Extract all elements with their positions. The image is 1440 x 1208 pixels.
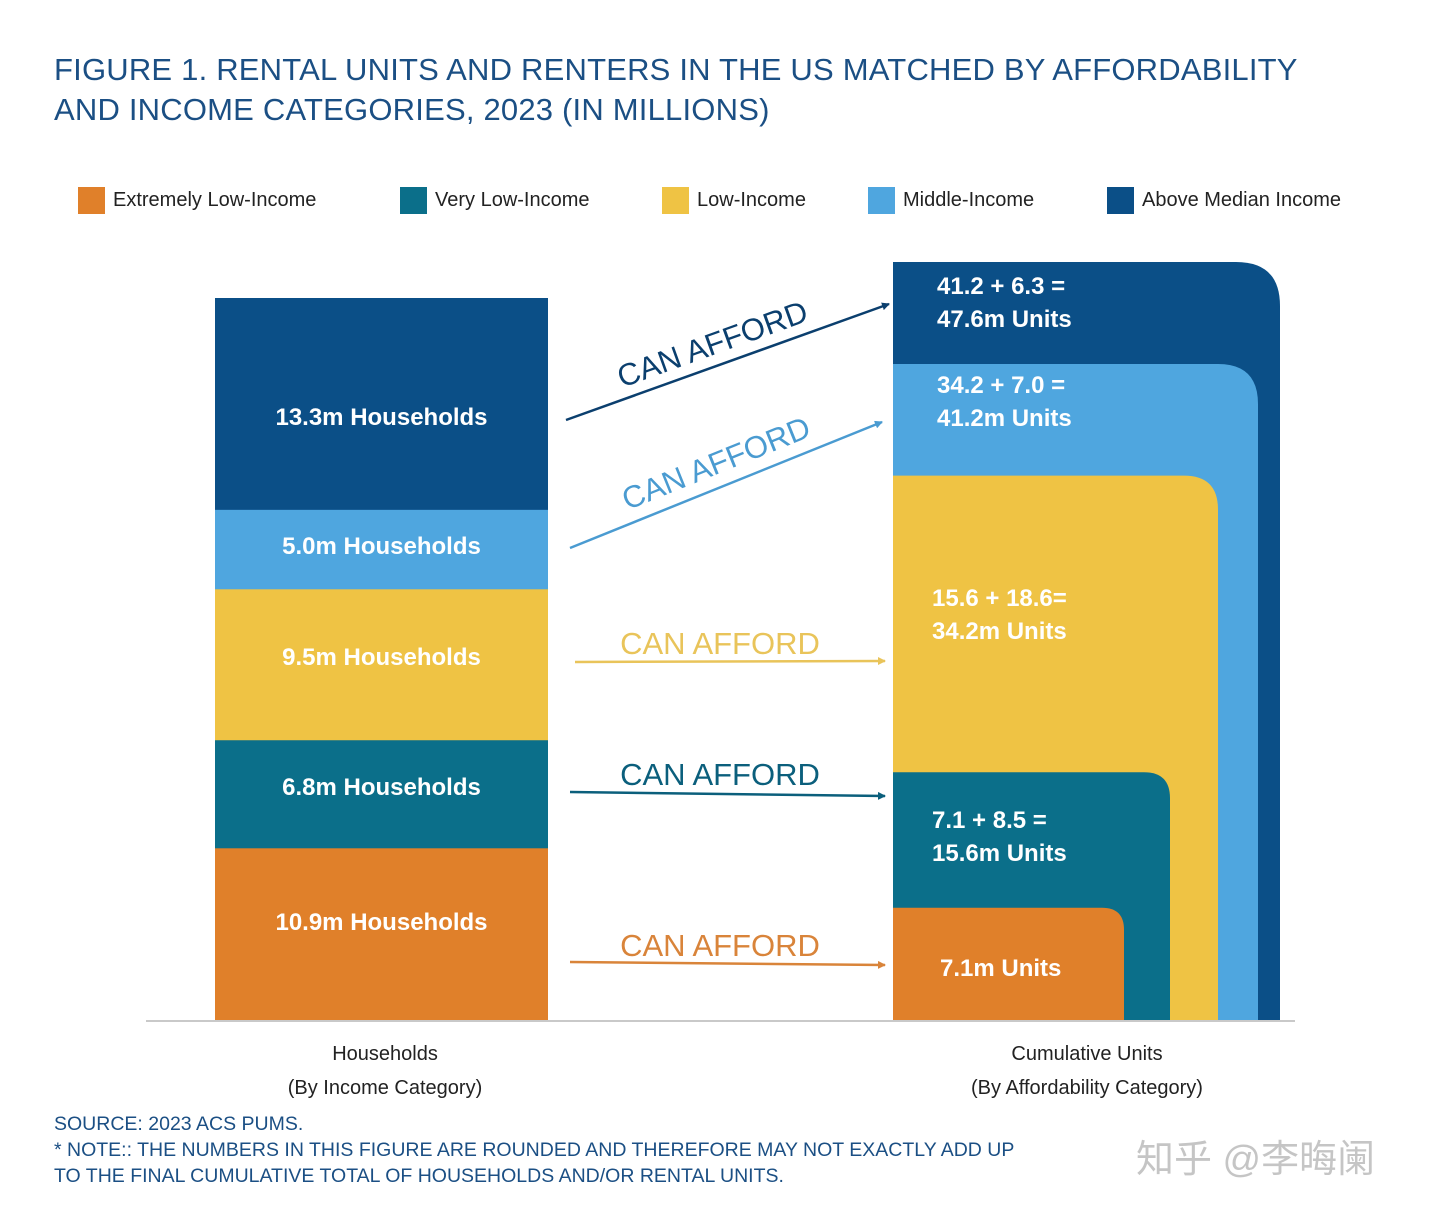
can-afford-arrow-middle-income [569, 420, 883, 550]
chart-title: FIGURE 1. RENTAL UNITS AND RENTERS IN TH… [54, 50, 1354, 130]
units-label-extremely-low: 7.1m Units [940, 952, 1061, 985]
households-segment-low-income [215, 588, 548, 741]
units-label-above-median: 41.2 + 6.3 = 47.6m Units [937, 270, 1072, 336]
legend-item-very-low-income: Very Low-Income [400, 185, 590, 215]
legend-item-low-income: Low-Income [662, 185, 806, 215]
legend-item-above-median-income: Above Median Income [1107, 185, 1341, 215]
units-label-line: 34.2 + 7.0 = [937, 372, 1066, 399]
footer-notes: SOURCE: 2023 ACS PUMS. * NOTE:: THE NUMB… [54, 1111, 1114, 1189]
households-label-low: 9.5m Households [282, 644, 481, 671]
units-label-line: 7.1m Units [940, 955, 1062, 982]
source-note: SOURCE: 2023 ACS PUMS. [54, 1113, 304, 1135]
units-label-line: 47.6m Units [937, 306, 1072, 333]
units-label-line: 15.6m Units [932, 840, 1067, 867]
cumulative-units-stack [893, 262, 1280, 1021]
can-afford-label-low-income: CAN AFFORD [620, 626, 820, 661]
can-afford-label-extremely-low-income: CAN AFFORD [620, 928, 820, 963]
households-label-very-low: 6.8m Households [282, 774, 481, 801]
units-label-middle: 34.2 + 7.0 = 41.2m Units [937, 369, 1072, 435]
legend-label: Extremely Low-Income [113, 188, 317, 211]
households-segment-middle-income [215, 509, 548, 590]
units-label-line: 41.2m Units [937, 405, 1072, 432]
chart-title-line-2: AND INCOME CATEGORIES, 2023 (IN MILLIONS… [54, 92, 770, 127]
households-axis-caption: Households (By Income Category) [215, 1037, 555, 1105]
legend-item-middle-income: Middle-Income [868, 185, 1034, 215]
units-block-extremely-low-income [893, 907, 1124, 1021]
legend-label: Middle-Income [903, 188, 1035, 211]
can-afford-arrow-extremely-low-income [569, 960, 886, 969]
units-axis-caption: Cumulative Units (By Affordability Categ… [917, 1037, 1257, 1105]
legend-swatch [1107, 186, 1134, 214]
legend-item-extremely-low-income: Extremely Low-Income [78, 185, 316, 215]
watermark: 知乎 @李晦阑 [1136, 1139, 1376, 1181]
units-label-very-low: 7.1 + 8.5 = 15.6m Units [932, 804, 1067, 870]
can-afford-label-above-median-income: CAN AFFORD [613, 294, 813, 395]
units-caption-line-1: Cumulative Units [1011, 1043, 1163, 1065]
units-label-line: 34.2m Units [932, 618, 1067, 645]
households-segment-above-median-income [215, 298, 548, 510]
units-label-line: 15.6 + 18.6= [932, 585, 1067, 612]
legend-swatch [662, 186, 689, 214]
can-afford-arrows: CAN AFFORD CAN AFFORD CAN AFFORD CAN AFFORD… [565, 294, 890, 969]
households-segment-extremely-low-income [215, 847, 548, 1022]
households-label-middle: 5.0m Households [282, 533, 481, 560]
legend-label: Very Low-Income [435, 188, 590, 211]
rounding-note-line-1: * NOTE:: THE NUMBERS IN THIS FIGURE ARE … [54, 1139, 1015, 1161]
rounding-note-line-2: TO THE FINAL CUMULATIVE TOTAL OF HOUSEHO… [54, 1165, 784, 1187]
units-label-line: 41.2 + 6.3 = [937, 273, 1066, 300]
households-label-extremely-low: 10.9m Households [275, 909, 488, 936]
units-label-line: 7.1 + 8.5 = [932, 807, 1047, 834]
units-label-low: 15.6 + 18.6= 34.2m Units [932, 582, 1067, 648]
households-caption-line-1: Households [332, 1043, 438, 1065]
chart-title-line-1: FIGURE 1. RENTAL UNITS AND RENTERS IN TH… [54, 52, 1298, 87]
households-stack [215, 298, 548, 1022]
legend-swatch [400, 186, 427, 214]
can-afford-arrow-low-income [574, 657, 886, 666]
can-afford-label-middle-income: CAN AFFORD [617, 410, 815, 517]
legend-swatch [868, 186, 895, 214]
legend-label: Low-Income [697, 188, 806, 211]
legend-swatch [78, 186, 105, 214]
can-afford-arrow-very-low-income [569, 790, 886, 800]
households-caption-line-2: (By Income Category) [287, 1077, 483, 1099]
can-afford-arrow-above-median-income [565, 302, 890, 422]
can-afford-label-very-low-income: CAN AFFORD [620, 757, 820, 792]
households-label-above-median: 13.3m Households [275, 404, 488, 431]
units-caption-line-2: (By Affordability Category) [971, 1077, 1203, 1099]
households-segment-very-low-income [215, 739, 548, 849]
legend-label: Above Median Income [1142, 188, 1342, 211]
